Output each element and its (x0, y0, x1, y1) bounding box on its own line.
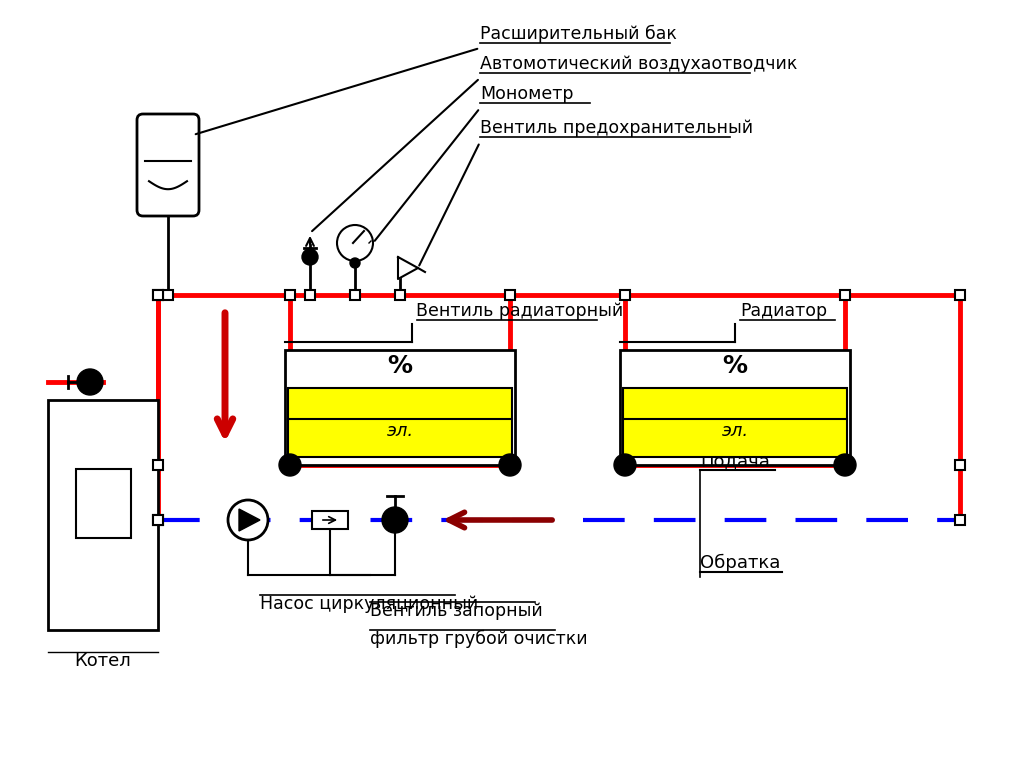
Text: Обратка: Обратка (700, 554, 781, 572)
Text: Монометр: Монометр (480, 85, 574, 103)
Text: %: % (388, 354, 412, 378)
Text: Подача: Подача (700, 452, 770, 470)
Bar (153, 460, 163, 470)
Bar (312, 511, 348, 529)
FancyBboxPatch shape (137, 114, 199, 216)
Text: Вентиль радиаторный: Вентиль радиаторный (417, 302, 624, 320)
Bar (840, 460, 850, 470)
Bar (48, 400, 158, 630)
Bar (76, 469, 130, 538)
Circle shape (302, 249, 318, 265)
Text: Автомотический воздухаотводчик: Автомотический воздухаотводчик (480, 55, 797, 73)
Bar (955, 460, 965, 470)
Polygon shape (239, 509, 260, 531)
Bar (153, 515, 163, 525)
Text: Насос циркуляционный: Насос циркуляционный (260, 595, 478, 613)
Bar (288, 388, 512, 457)
Bar (350, 290, 360, 300)
Bar (620, 290, 630, 300)
Bar (395, 290, 405, 300)
Text: %: % (722, 354, 748, 378)
Bar (620, 350, 850, 465)
Bar (305, 290, 315, 300)
Bar (955, 515, 965, 525)
Bar (840, 290, 850, 300)
Text: Вентиль запорный: Вентиль запорный (370, 602, 543, 620)
Bar (153, 290, 163, 300)
Circle shape (77, 369, 103, 395)
Circle shape (350, 258, 360, 268)
Text: Котел: Котел (75, 652, 131, 670)
Bar (505, 460, 515, 470)
Bar (285, 290, 295, 300)
Bar (620, 460, 630, 470)
Text: Вентиль предохранительный: Вентиль предохранительный (480, 119, 753, 137)
Circle shape (337, 225, 373, 261)
Circle shape (228, 500, 268, 540)
Text: Расширительный бак: Расширительный бак (480, 25, 677, 43)
Text: эл.: эл. (387, 422, 413, 440)
Bar (505, 290, 515, 300)
Circle shape (834, 454, 856, 476)
Text: эл.: эл. (721, 422, 749, 440)
Bar (153, 290, 163, 300)
Polygon shape (398, 257, 418, 279)
Circle shape (614, 454, 636, 476)
Circle shape (499, 454, 521, 476)
Circle shape (279, 454, 301, 476)
Bar (285, 350, 515, 465)
Bar (153, 515, 163, 525)
Bar (955, 290, 965, 300)
Text: фильтр грубой очистки: фильтр грубой очистки (370, 630, 588, 648)
Circle shape (382, 507, 408, 533)
Bar (623, 388, 847, 457)
Bar (285, 460, 295, 470)
Text: Радиатор: Радиатор (740, 302, 827, 320)
Bar (163, 290, 173, 300)
